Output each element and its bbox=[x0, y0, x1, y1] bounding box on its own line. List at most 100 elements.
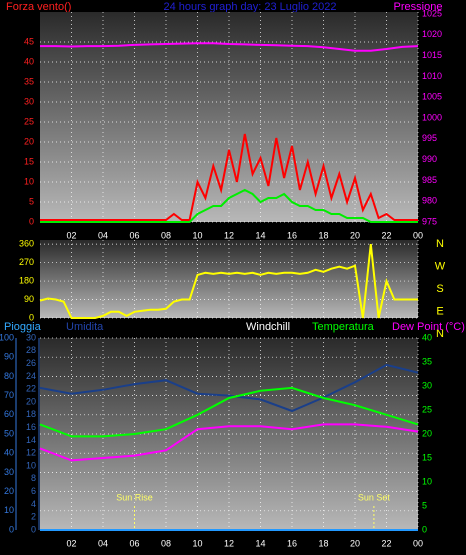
y-tick-label: 90 bbox=[4, 352, 14, 362]
data-line bbox=[40, 42, 419, 52]
y2-tick-label: 30 bbox=[422, 380, 432, 390]
y-tick-label: 10 bbox=[4, 505, 14, 515]
y3-tick-label: 4 bbox=[31, 499, 36, 509]
x-tick-label: 22 bbox=[381, 538, 391, 548]
x-tick-label: 16 bbox=[287, 230, 297, 240]
y3-tick-label: 12 bbox=[26, 448, 36, 458]
y-tick-label: 20 bbox=[24, 136, 34, 146]
compass-label: N bbox=[436, 238, 444, 250]
y2-tick-label: 990 bbox=[422, 154, 437, 164]
y-tick-label: 40 bbox=[4, 448, 14, 458]
y3-tick-label: 28 bbox=[26, 345, 36, 355]
y2-tick-label: 20 bbox=[422, 428, 432, 438]
y-tick-label: 10 bbox=[24, 176, 34, 186]
x-tick-label: 16 bbox=[287, 538, 297, 548]
y-tick-label: 270 bbox=[19, 257, 34, 267]
data-line bbox=[39, 386, 419, 438]
y-tick-label: 20 bbox=[4, 486, 14, 496]
y-tick-label: 80 bbox=[4, 371, 14, 381]
compass-label: E bbox=[436, 305, 443, 317]
y3-tick-label: 14 bbox=[26, 435, 36, 445]
x-tick-label: 08 bbox=[161, 538, 171, 548]
data-line bbox=[39, 423, 419, 462]
y-tick-label: 5 bbox=[29, 196, 34, 206]
y-axis-label: Forza vento() bbox=[6, 1, 71, 13]
header-label: Dew Point (°C) bbox=[392, 321, 465, 333]
x-tick-label: 04 bbox=[98, 538, 108, 548]
data-line bbox=[40, 133, 418, 221]
y-tick-label: 70 bbox=[4, 390, 14, 400]
annotation-label: Sun Set bbox=[358, 492, 391, 502]
data-line bbox=[39, 243, 418, 319]
x-tick-label: 06 bbox=[129, 230, 139, 240]
data-line bbox=[39, 363, 419, 413]
y3-tick-label: 26 bbox=[26, 358, 36, 368]
y2-tick-label: 980 bbox=[422, 196, 437, 206]
header-label: Windchill bbox=[246, 321, 290, 333]
y2-tick-label: 5 bbox=[422, 500, 427, 510]
y2-tick-label: 1015 bbox=[422, 50, 442, 60]
y3-tick-label: 18 bbox=[26, 409, 36, 419]
x-tick-label: 18 bbox=[318, 538, 328, 548]
y2-tick-label: 1000 bbox=[422, 112, 442, 122]
x-tick-label: 20 bbox=[350, 538, 360, 548]
y3-tick-label: 10 bbox=[26, 460, 36, 470]
x-tick-label: 22 bbox=[381, 230, 391, 240]
y-tick-label: 30 bbox=[24, 96, 34, 106]
y-tick-label: 100 bbox=[0, 332, 14, 342]
compass-label: S bbox=[436, 283, 443, 295]
y3-tick-label: 0 bbox=[31, 524, 36, 534]
y3-tick-label: 6 bbox=[31, 486, 36, 496]
y-tick-label: 60 bbox=[4, 409, 14, 419]
y3-tick-label: 16 bbox=[26, 422, 36, 432]
y-tick-label: 90 bbox=[24, 294, 34, 304]
chart-title: 24 hours graph day: 23 Luglio 2022 bbox=[163, 1, 336, 13]
y-tick-label: 15 bbox=[24, 156, 34, 166]
y-tick-label: 35 bbox=[24, 76, 34, 86]
y2-axis-label: Pressione bbox=[394, 1, 443, 13]
header-label: Temperatura bbox=[312, 321, 375, 333]
y2-tick-label: 985 bbox=[422, 175, 437, 185]
x-tick-label: 02 bbox=[66, 230, 76, 240]
y-tick-label: 25 bbox=[24, 116, 34, 126]
y2-tick-label: 40 bbox=[422, 332, 432, 342]
x-tick-label: 00 bbox=[413, 538, 423, 548]
x-tick-label: 04 bbox=[98, 230, 108, 240]
y2-tick-label: 0 bbox=[422, 524, 427, 534]
y-tick-label: 45 bbox=[24, 36, 34, 46]
x-tick-label: 12 bbox=[224, 538, 234, 548]
y2-tick-label: 10 bbox=[422, 476, 432, 486]
header-label: Pioggia bbox=[4, 321, 42, 333]
y3-tick-label: 2 bbox=[31, 512, 36, 522]
data-line bbox=[40, 188, 418, 223]
x-tick-label: 10 bbox=[192, 230, 202, 240]
y-tick-label: 0 bbox=[29, 216, 34, 226]
annotation-label: Sun Rise bbox=[116, 492, 153, 502]
y-tick-label: 360 bbox=[19, 238, 34, 248]
compass-label: W bbox=[435, 260, 446, 272]
y3-tick-label: 30 bbox=[26, 332, 36, 342]
x-tick-label: 08 bbox=[161, 230, 171, 240]
x-tick-label: 06 bbox=[129, 538, 139, 548]
y2-tick-label: 25 bbox=[422, 404, 432, 414]
x-tick-label: 02 bbox=[66, 538, 76, 548]
y2-tick-label: 995 bbox=[422, 133, 437, 143]
y3-tick-label: 20 bbox=[26, 396, 36, 406]
x-tick-label: 10 bbox=[192, 538, 202, 548]
header-label: Umidita bbox=[66, 321, 104, 333]
x-tick-label: 14 bbox=[255, 230, 265, 240]
y2-tick-label: 1025 bbox=[422, 8, 442, 18]
y3-tick-label: 8 bbox=[31, 473, 36, 483]
y2-tick-label: 1005 bbox=[422, 92, 442, 102]
y2-tick-label: 1010 bbox=[422, 71, 442, 81]
y3-tick-label: 22 bbox=[26, 384, 36, 394]
y-tick-label: 0 bbox=[29, 312, 34, 322]
y-tick-label: 0 bbox=[9, 524, 14, 534]
y2-tick-label: 15 bbox=[422, 452, 432, 462]
y2-tick-label: 35 bbox=[422, 356, 432, 366]
compass-label: N bbox=[436, 328, 444, 340]
y-tick-label: 40 bbox=[24, 56, 34, 66]
y-tick-label: 50 bbox=[4, 428, 14, 438]
y2-tick-label: 975 bbox=[422, 216, 437, 226]
